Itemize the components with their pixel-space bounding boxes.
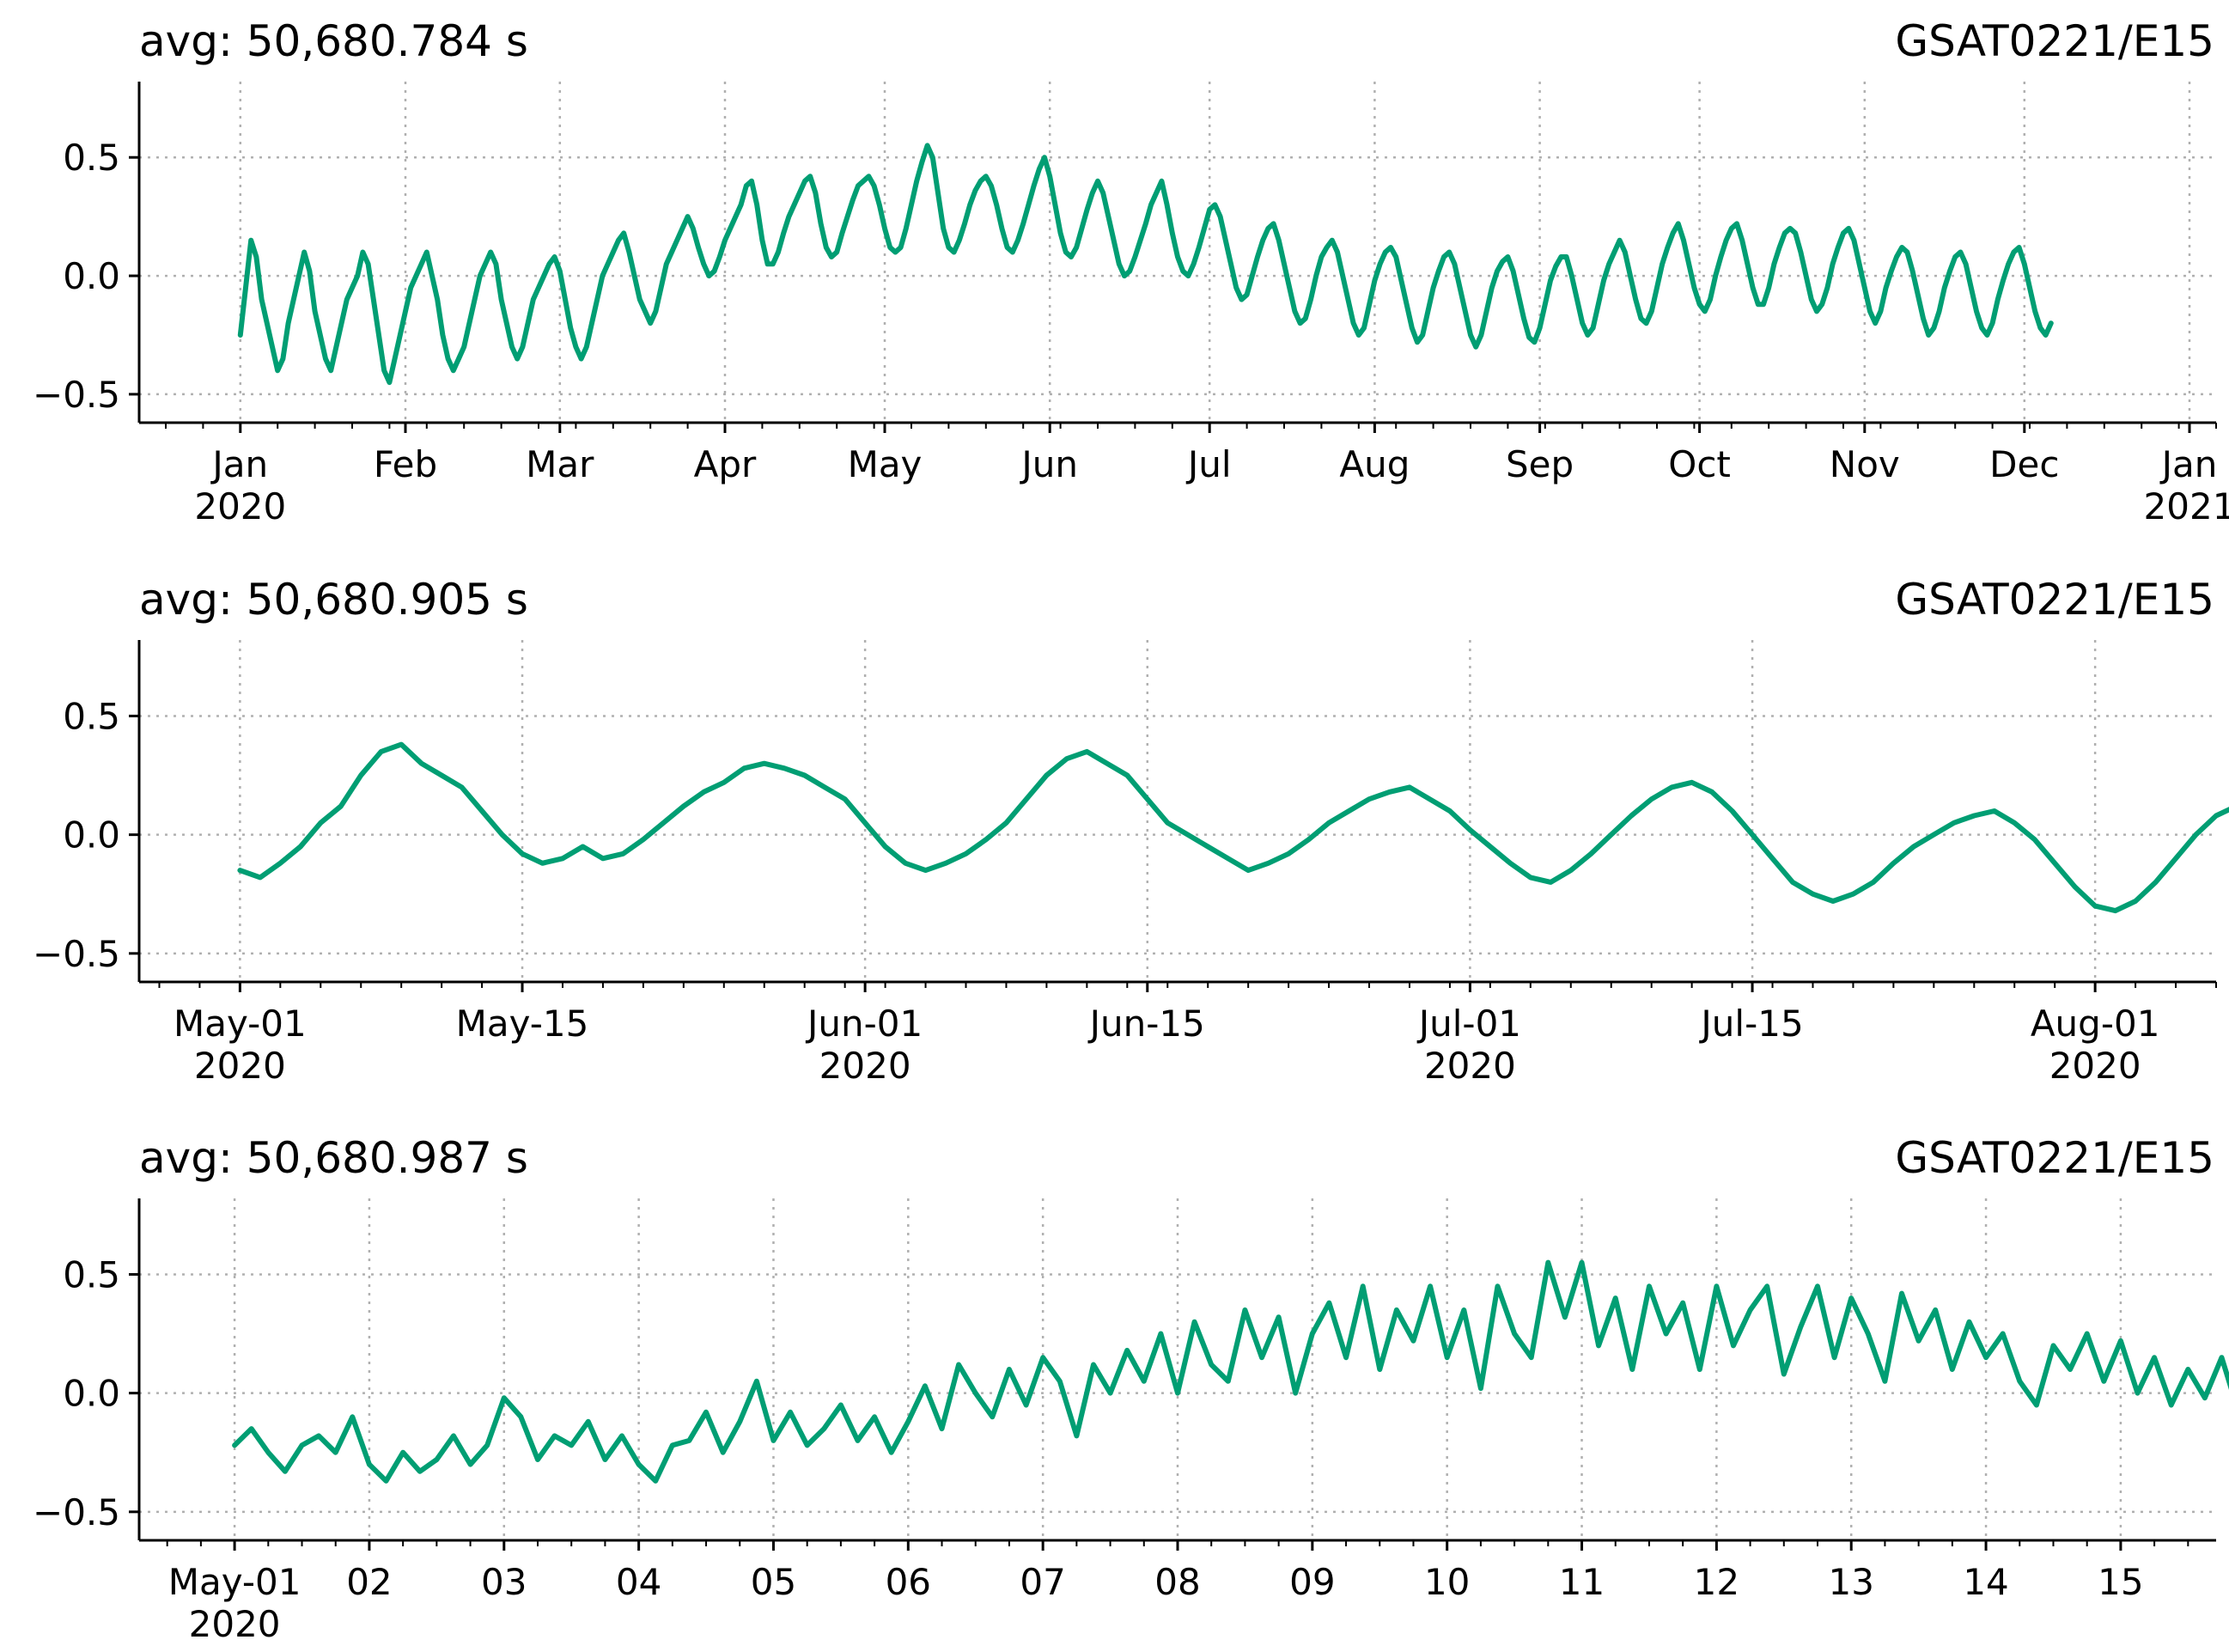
x-tick-label: May-15	[456, 1003, 589, 1045]
x-tick-label: 02	[346, 1561, 392, 1603]
x-tick-label: May-01	[174, 1003, 307, 1045]
x-tick-label: May	[848, 443, 923, 485]
y-tick-label: 0.5	[63, 1253, 120, 1295]
x-tick-year-label: 2020	[189, 1603, 281, 1645]
x-tick-label: 09	[1289, 1561, 1335, 1603]
x-tick-label: Feb	[374, 443, 437, 485]
x-tick-label: 11	[1559, 1561, 1605, 1603]
panel-title-avg: avg: 50,680.784 s	[139, 16, 528, 66]
x-tick-label: 12	[1694, 1561, 1739, 1603]
x-tick-label: Aug	[1339, 443, 1410, 485]
x-tick-label: 08	[1154, 1561, 1200, 1603]
y-tick-label: −0.5	[33, 1491, 120, 1533]
x-tick-label: 10	[1424, 1561, 1470, 1603]
x-tick-label: 07	[1020, 1561, 1065, 1603]
x-tick-label: 15	[2098, 1561, 2143, 1603]
x-tick-label: May-01	[168, 1561, 301, 1603]
y-tick-label: 0.5	[63, 137, 120, 179]
x-tick-label: Sep	[1506, 443, 1574, 485]
x-tick-label: 13	[1828, 1561, 1873, 1603]
panel-title-satellite: GSAT0221/E15	[1895, 16, 2214, 66]
y-tick-label: 0.0	[63, 814, 120, 856]
series-line	[232, 1259, 2229, 1484]
panel-title-satellite: GSAT0221/E15	[1895, 575, 2214, 625]
x-tick-label: Jun-15	[1087, 1003, 1205, 1045]
x-tick-label: 14	[1963, 1561, 2008, 1603]
x-tick-year-label: 2020	[194, 1045, 286, 1087]
panel-title-satellite: GSAT0221/E15	[1895, 1133, 2214, 1183]
chart-panel-full-year: avg: 50,680.784 s GSAT0221/E15 −0.5 0.0 0.…	[33, 16, 2229, 527]
x-tick-label: Apr	[694, 443, 757, 485]
x-tick-year-label: 2021	[2144, 485, 2229, 527]
x-tick-label: Mar	[526, 443, 594, 485]
x-tick-year-label: 2020	[194, 485, 286, 527]
panel-title-avg: avg: 50,680.987 s	[139, 1133, 528, 1183]
x-tick-label: Jan	[2159, 443, 2218, 485]
y-tick-label: −0.5	[33, 933, 120, 975]
x-tick-label: 06	[886, 1561, 931, 1603]
series-line	[237, 741, 2229, 914]
x-tick-label: Nov	[1830, 443, 1900, 485]
x-tick-label: Jan	[210, 443, 268, 485]
x-tick-label: Jul-01	[1416, 1003, 1521, 1045]
x-tick-label: Oct	[1668, 443, 1731, 485]
chart-panel-two-weeks: avg: 50,680.987 s GSAT0221/E15 −0.5 0.0 0.…	[33, 1133, 2229, 1645]
y-tick-label: 0.0	[63, 1373, 120, 1415]
x-tick-year-label: 2020	[819, 1045, 911, 1087]
series-line	[237, 143, 2054, 386]
x-tick-label: Jun	[1019, 443, 1078, 485]
x-tick-year-label: 2020	[1424, 1045, 1516, 1087]
panel-title-avg: avg: 50,680.905 s	[139, 575, 528, 625]
y-tick-label: 0.0	[63, 255, 120, 297]
y-tick-label: 0.5	[63, 695, 120, 737]
chart-panel-three-months: avg: 50,680.905 s GSAT0221/E15 −0.5 0.0 0.…	[33, 575, 2229, 1087]
x-tick-label: Dec	[1989, 443, 2059, 485]
x-tick-label: Aug-01	[2031, 1003, 2160, 1045]
x-tick-label: 04	[616, 1561, 661, 1603]
x-tick-label: Jul-15	[1698, 1003, 1803, 1045]
x-tick-year-label: 2020	[2049, 1045, 2141, 1087]
x-tick-label: Jun-01	[805, 1003, 923, 1045]
y-tick-label: −0.5	[33, 374, 120, 416]
x-tick-label: 03	[481, 1561, 527, 1603]
x-tick-label: 05	[751, 1561, 796, 1603]
x-tick-label: Jul	[1185, 443, 1232, 485]
